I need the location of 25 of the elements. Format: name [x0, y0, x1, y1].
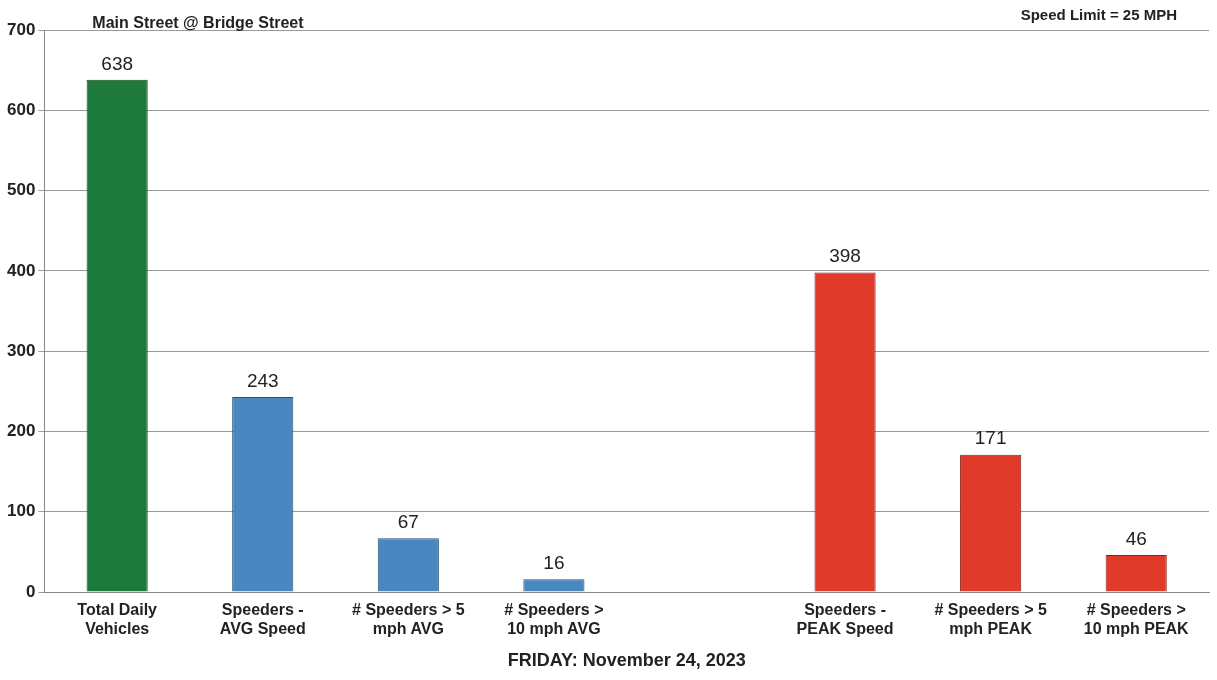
x-tick-label: # Speeders > 10 mph AVG [504, 601, 604, 638]
y-tick-label: 0 [25, 581, 36, 601]
y-tick-label: 300 [6, 340, 36, 360]
data-label: 46 [1125, 527, 1147, 549]
data-label: 638 [101, 52, 134, 74]
chart-title: Main Street @ Bridge Street [92, 14, 305, 32]
data-label: 398 [829, 245, 861, 267]
y-tick-label: 200 [6, 421, 36, 441]
x-axis-title: FRIDAY: November 24, 2023 [507, 650, 746, 671]
x-tick-label: Speeders - PEAK Speed [796, 601, 894, 638]
data-label: 171 [974, 427, 1007, 449]
x-tick-label: # Speeders > 5 mph PEAK [934, 601, 1047, 638]
x-tick-label: # Speeders > 5 mph AVG [352, 601, 465, 638]
x-tick-label: Speeders - AVG Speed [219, 601, 306, 638]
text: Speed Limit = 25 MPH [1020, 5, 1177, 23]
x-tick-label: # Speeders > 10 mph PEAK [1083, 601, 1190, 638]
data-label: 67 [397, 510, 419, 532]
data-label: 243 [246, 369, 279, 391]
y-tick-label: 600 [6, 99, 36, 119]
x-tick-label: Total Daily Vehicles [77, 601, 158, 638]
y-tick-label: 100 [6, 501, 36, 521]
y-tick-label: 700 [6, 19, 36, 39]
data-label: 16 [543, 551, 565, 573]
y-tick-label: 400 [6, 260, 36, 280]
y-tick-label: 500 [6, 180, 36, 200]
